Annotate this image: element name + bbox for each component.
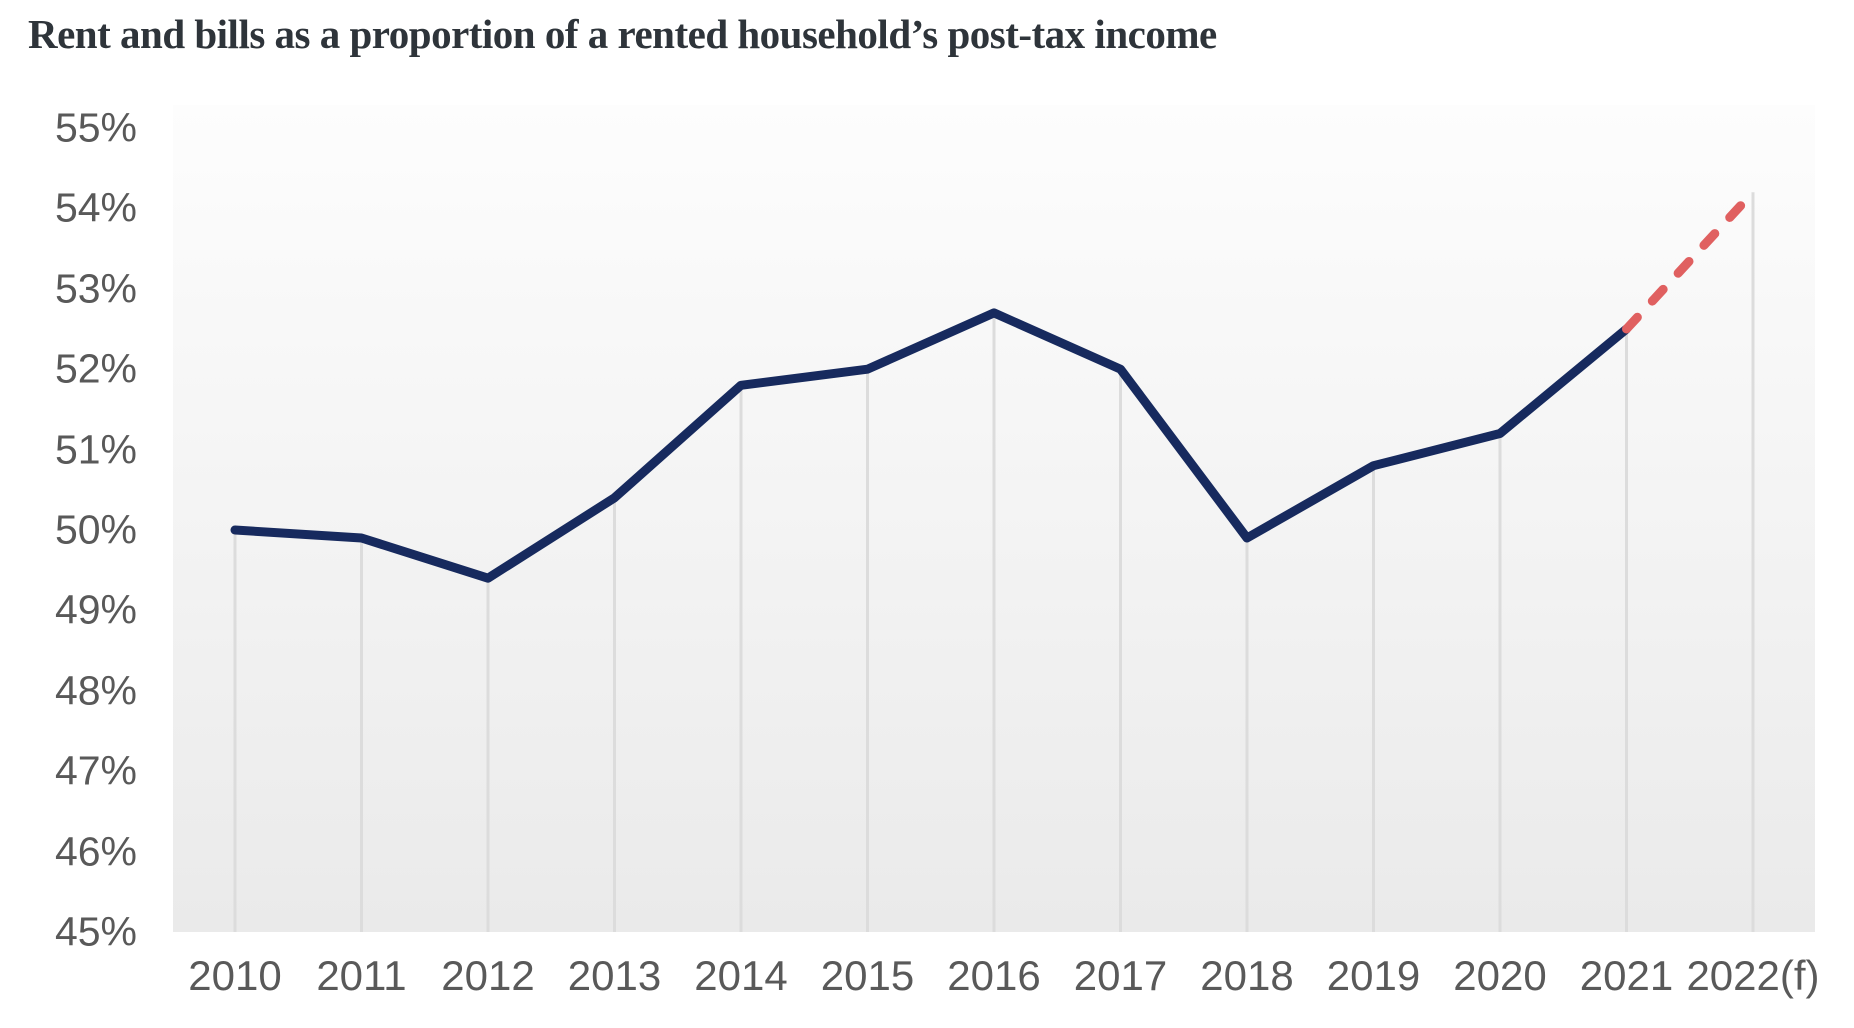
x-tick-label: 2019 [1326, 952, 1421, 999]
y-tick-label: 48% [54, 667, 137, 714]
x-tick-label: 2012 [441, 952, 535, 999]
x-tick-label: 2014 [694, 952, 788, 999]
x-tick-label: 2013 [567, 952, 662, 999]
series-line-solid [230, 308, 1631, 583]
x-tick-label: 2016 [947, 952, 1041, 999]
x-tick-label: 2017 [1073, 952, 1168, 999]
y-tick-label: 55% [54, 104, 137, 151]
y-tick-label: 46% [54, 828, 137, 875]
x-tick-label: 2011 [316, 952, 407, 999]
x-tick-label: 2021 [1579, 952, 1674, 999]
y-tick-label: 54% [54, 184, 137, 231]
series-lines-group [230, 187, 1758, 583]
y-tick-label: 53% [54, 265, 137, 312]
y-tick-label: 47% [54, 747, 137, 794]
y-tick-label: 50% [54, 506, 137, 553]
chart-title: Rent and bills as a proportion of a rent… [28, 11, 1217, 57]
x-tick-label: 2015 [820, 952, 915, 999]
x-tick-label: 2022(f) [1686, 952, 1820, 999]
drop-lines-group [233, 192, 1755, 932]
x-tick-label: 2020 [1453, 952, 1547, 999]
y-tick-label: 49% [54, 586, 137, 633]
series-line-forecast [1622, 187, 1758, 334]
y-tick-label: 45% [54, 908, 137, 955]
x-tick-label: 2010 [188, 952, 282, 999]
y-tick-label: 51% [54, 426, 137, 473]
y-tick-label: 52% [54, 345, 137, 392]
x-tick-label: 2018 [1200, 952, 1294, 999]
